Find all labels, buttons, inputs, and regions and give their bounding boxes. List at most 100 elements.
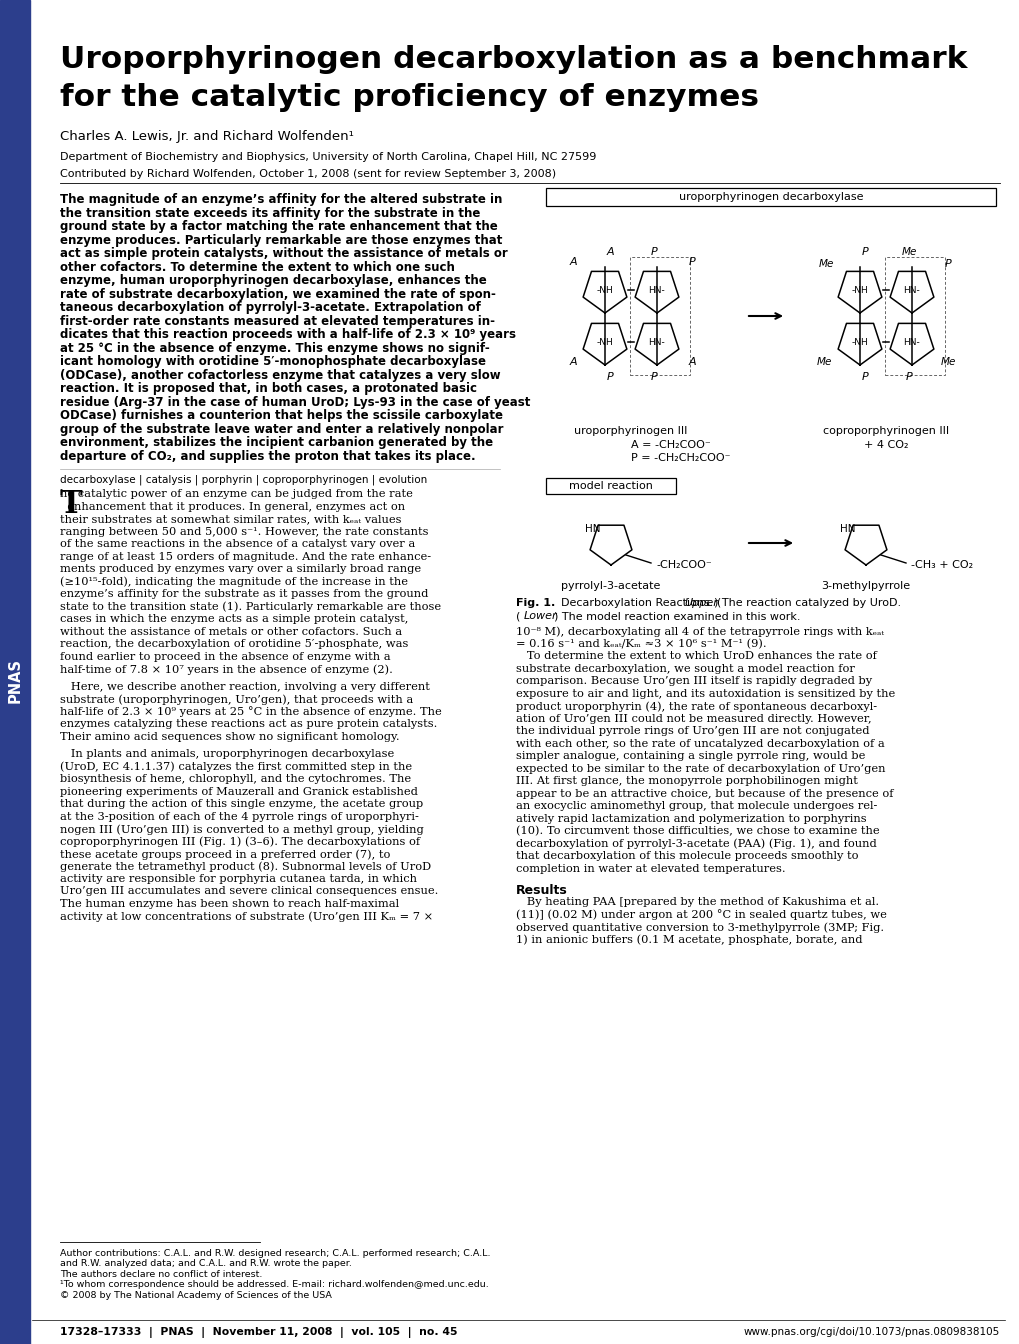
Text: Me: Me — [815, 358, 830, 367]
Text: other cofactors. To determine the extent to which one such: other cofactors. To determine the extent… — [60, 261, 454, 273]
Text: © 2008 by The National Academy of Sciences of the USA: © 2008 by The National Academy of Scienc… — [60, 1292, 331, 1300]
Text: taneous decarboxylation of pyrrolyl-3-acetate. Extrapolation of: taneous decarboxylation of pyrrolyl-3-ac… — [60, 301, 480, 314]
Text: activity are responsible for porphyria cutanea tarda, in which: activity are responsible for porphyria c… — [60, 874, 417, 884]
Text: + 4 CO₂: + 4 CO₂ — [863, 439, 907, 450]
Text: Me: Me — [940, 358, 955, 367]
Text: exposure to air and light, and its autoxidation is sensitized by the: exposure to air and light, and its autox… — [516, 688, 895, 699]
Text: www.pnas.org/cgi/doi/10.1073/pnas.0809838105: www.pnas.org/cgi/doi/10.1073/pnas.080983… — [743, 1327, 999, 1337]
Text: 3-methylpyrrole: 3-methylpyrrole — [820, 581, 910, 591]
Text: ¹To whom correspondence should be addressed. E-mail: richard.wolfenden@med.unc.e: ¹To whom correspondence should be addres… — [60, 1281, 488, 1289]
Text: reaction. It is proposed that, in both cases, a protonated basic: reaction. It is proposed that, in both c… — [60, 382, 477, 395]
Text: Me: Me — [817, 259, 833, 269]
Text: enzyme produces. Particularly remarkable are those enzymes that: enzyme produces. Particularly remarkable… — [60, 234, 502, 246]
Text: found earlier to proceed in the absence of enzyme with a: found earlier to proceed in the absence … — [60, 652, 390, 661]
Text: A: A — [569, 257, 577, 267]
Text: model reaction: model reaction — [569, 481, 652, 491]
Text: dicates that this reaction proceeds with a half-life of 2.3 × 10⁹ years: dicates that this reaction proceeds with… — [60, 328, 516, 341]
Text: III. At first glance, the monopyrrole porphobilinogen might: III. At first glance, the monopyrrole po… — [516, 775, 857, 786]
Text: Results: Results — [516, 884, 568, 896]
Text: generate the tetramethyl product (8). Subnormal levels of UroD: generate the tetramethyl product (8). Su… — [60, 862, 431, 872]
Text: half-time of 7.8 × 10⁷ years in the absence of enzyme (2).: half-time of 7.8 × 10⁷ years in the abse… — [60, 664, 392, 675]
Text: (11)] (0.02 M) under argon at 200 °C in sealed quartz tubes, we: (11)] (0.02 M) under argon at 200 °C in … — [516, 910, 886, 921]
Text: P: P — [650, 372, 656, 382]
Text: the individual pyrrole rings of Uro’gen III are not conjugated: the individual pyrrole rings of Uro’gen … — [516, 726, 868, 737]
Text: coproporphyrinogen III (Fig. 1) (3–6). The decarboxylations of: coproporphyrinogen III (Fig. 1) (3–6). T… — [60, 836, 420, 847]
Text: departure of CO₂, and supplies the proton that takes its place.: departure of CO₂, and supplies the proto… — [60, 449, 475, 462]
Text: environment, stabilizes the incipient carbanion generated by the: environment, stabilizes the incipient ca… — [60, 435, 492, 449]
Text: an exocyclic aminomethyl group, that molecule undergoes rel-: an exocyclic aminomethyl group, that mol… — [516, 801, 876, 810]
Text: 10⁻⁸ M), decarboxylating all 4 of the tetrapyrrole rings with kₑₐₜ: 10⁻⁸ M), decarboxylating all 4 of the te… — [516, 626, 883, 637]
Text: ments produced by enzymes vary over a similarly broad range: ments produced by enzymes vary over a si… — [60, 564, 421, 574]
Text: Upper: Upper — [684, 598, 717, 607]
Text: (≥10¹⁵-fold), indicating the magnitude of the increase in the: (≥10¹⁵-fold), indicating the magnitude o… — [60, 577, 408, 587]
Text: uroporphyrinogen III: uroporphyrinogen III — [574, 426, 687, 435]
Text: -NH: -NH — [596, 285, 612, 294]
Text: product uroporphyrin (4), the rate of spontaneous decarboxyl-: product uroporphyrin (4), the rate of sp… — [516, 702, 876, 711]
Text: completion in water at elevated temperatures.: completion in water at elevated temperat… — [516, 863, 785, 874]
Text: ODCase) furnishes a counterion that helps the scissile carboxylate: ODCase) furnishes a counterion that help… — [60, 409, 502, 422]
Text: biosynthesis of heme, chlorophyll, and the cytochromes. The: biosynthesis of heme, chlorophyll, and t… — [60, 774, 411, 784]
Text: simpler analogue, containing a single pyrrole ring, would be: simpler analogue, containing a single py… — [516, 751, 864, 761]
Text: enzyme, human uroporphyrinogen decarboxylase, enhances the: enzyme, human uroporphyrinogen decarboxy… — [60, 274, 486, 288]
Text: ) The model reaction examined in this work.: ) The model reaction examined in this wo… — [553, 612, 800, 621]
Text: substrate decarboxylation, we sought a model reaction for: substrate decarboxylation, we sought a m… — [516, 664, 854, 673]
Text: reaction, the decarboxylation of orotidine 5′-phosphate, was: reaction, the decarboxylation of orotidi… — [60, 638, 408, 649]
Text: range of at least 15 orders of magnitude. And the rate enhance-: range of at least 15 orders of magnitude… — [60, 551, 431, 562]
Text: first-order rate constants measured at elevated temperatures in-: first-order rate constants measured at e… — [60, 314, 494, 328]
Text: enzymes catalyzing these reactions act as pure protein catalysts.: enzymes catalyzing these reactions act a… — [60, 719, 437, 728]
Text: -CH₂COO⁻: -CH₂COO⁻ — [655, 560, 711, 570]
Bar — [545, 188, 995, 206]
Text: HN: HN — [840, 524, 855, 534]
Text: -NH: -NH — [851, 337, 867, 347]
Text: he catalytic power of an enzyme can be judged from the rate: he catalytic power of an enzyme can be j… — [60, 489, 413, 499]
Text: -NH: -NH — [851, 285, 867, 294]
Text: (10). To circumvent those difficulties, we chose to examine the: (10). To circumvent those difficulties, … — [516, 827, 878, 836]
Text: By heating PAA [prepared by the method of Kakushima et al.: By heating PAA [prepared by the method o… — [516, 896, 878, 907]
Text: group of the substrate leave water and enter a relatively nonpolar: group of the substrate leave water and e… — [60, 422, 503, 435]
Text: that decarboxylation of this molecule proceeds smoothly to: that decarboxylation of this molecule pr… — [516, 851, 858, 862]
Text: act as simple protein catalysts, without the assistance of metals or: act as simple protein catalysts, without… — [60, 247, 507, 259]
Text: -CH₃ + CO₂: -CH₃ + CO₂ — [910, 560, 972, 570]
Text: (ODCase), another cofactorless enzyme that catalyzes a very slow: (ODCase), another cofactorless enzyme th… — [60, 368, 500, 382]
Text: enzyme’s affinity for the substrate as it passes from the ground: enzyme’s affinity for the substrate as i… — [60, 589, 428, 599]
Text: Department of Biochemistry and Biophysics, University of North Carolina, Chapel : Department of Biochemistry and Biophysic… — [60, 152, 596, 163]
Text: and R.W. analyzed data; and C.A.L. and R.W. wrote the paper.: and R.W. analyzed data; and C.A.L. and R… — [60, 1259, 352, 1269]
Text: pyrrolyl-3-acetate: pyrrolyl-3-acetate — [560, 581, 660, 591]
Text: pioneering experiments of Mauzerall and Granick established: pioneering experiments of Mauzerall and … — [60, 786, 418, 797]
Text: for the catalytic proficiency of enzymes: for the catalytic proficiency of enzymes — [60, 83, 758, 112]
Text: with each other, so the rate of uncatalyzed decarboxylation of a: with each other, so the rate of uncataly… — [516, 738, 883, 749]
Text: icant homology with orotidine 5′-monophosphate decarboxylase: icant homology with orotidine 5′-monopho… — [60, 355, 485, 368]
Text: P: P — [861, 247, 867, 257]
Text: P: P — [944, 259, 951, 269]
Text: -NH: -NH — [596, 337, 612, 347]
Text: 17328–17333  |  PNAS  |  November 11, 2008  |  vol. 105  |  no. 45: 17328–17333 | PNAS | November 11, 2008 |… — [60, 1327, 458, 1339]
Text: T: T — [60, 489, 83, 520]
Text: = 0.16 s⁻¹ and kₑₐₜ/Kₘ ≈3 × 10⁶ s⁻¹ M⁻¹ (9).: = 0.16 s⁻¹ and kₑₐₜ/Kₘ ≈3 × 10⁶ s⁻¹ M⁻¹ … — [516, 638, 766, 649]
Text: The authors declare no conflict of interest.: The authors declare no conflict of inter… — [60, 1270, 262, 1279]
Text: Here, we describe another reaction, involving a very different: Here, we describe another reaction, invo… — [60, 681, 429, 692]
Text: atively rapid lactamization and polymerization to porphyrins: atively rapid lactamization and polymeri… — [516, 813, 866, 824]
Text: P: P — [606, 372, 612, 382]
Text: half-life of 2.3 × 10⁹ years at 25 °C in the absence of enzyme. The: half-life of 2.3 × 10⁹ years at 25 °C in… — [60, 707, 441, 718]
Text: decarboxylation of pyrrolyl-3-acetate (PAA) (Fig. 1), and found: decarboxylation of pyrrolyl-3-acetate (P… — [516, 839, 876, 849]
Text: To determine the extent to which UroD enhances the rate of: To determine the extent to which UroD en… — [516, 650, 876, 661]
Text: P: P — [905, 372, 911, 382]
Text: at 25 °C in the absence of enzyme. This enzyme shows no signif-: at 25 °C in the absence of enzyme. This … — [60, 341, 489, 355]
Text: P: P — [688, 257, 695, 267]
Text: rate of substrate decarboxylation, we examined the rate of spon-: rate of substrate decarboxylation, we ex… — [60, 288, 495, 301]
Text: residue (Arg-37 in the case of human UroD; Lys-93 in the case of yeast: residue (Arg-37 in the case of human Uro… — [60, 395, 530, 409]
Text: Lower: Lower — [524, 612, 557, 621]
Text: Uroporphyrinogen decarboxylation as a benchmark: Uroporphyrinogen decarboxylation as a be… — [60, 44, 967, 74]
Text: (UroD, EC 4.1.1.37) catalyzes the first committed step in the: (UroD, EC 4.1.1.37) catalyzes the first … — [60, 762, 412, 771]
Text: The human enzyme has been shown to reach half-maximal: The human enzyme has been shown to reach… — [60, 899, 398, 909]
Text: (: ( — [516, 612, 520, 621]
Text: HN-: HN- — [903, 337, 919, 347]
Text: PNAS: PNAS — [7, 657, 22, 703]
Text: A = -CH₂COO⁻: A = -CH₂COO⁻ — [631, 439, 710, 450]
Bar — [0, 0, 30, 1344]
Text: P: P — [650, 247, 656, 257]
Text: In plants and animals, uroporphyrinogen decarboxylase: In plants and animals, uroporphyrinogen … — [60, 749, 394, 759]
Text: expected to be similar to the rate of decarboxylation of Uro’gen: expected to be similar to the rate of de… — [516, 763, 884, 774]
Text: the transition state exceeds its affinity for the substrate in the: the transition state exceeds its affinit… — [60, 207, 480, 219]
Text: The magnitude of an enzyme’s affinity for the altered substrate in: The magnitude of an enzyme’s affinity fo… — [60, 194, 502, 206]
